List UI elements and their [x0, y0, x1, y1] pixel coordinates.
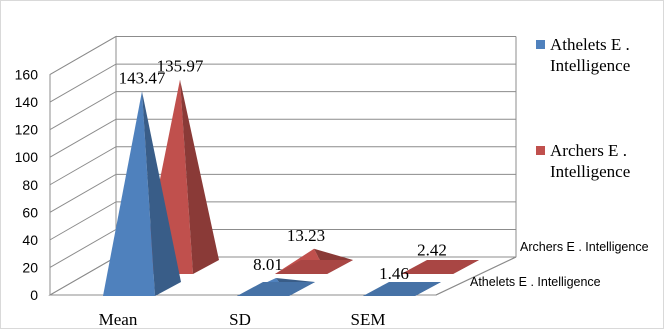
- gridline-60: [49, 173, 516, 213]
- pyramid-base: [401, 260, 479, 274]
- y-tick-label: 0: [30, 287, 38, 303]
- pyramid-side-face: [142, 91, 181, 296]
- data-label: 143.47: [119, 68, 166, 87]
- pyramid-front-face: [103, 91, 155, 296]
- gridline-40: [49, 201, 516, 241]
- gridline-100: [49, 118, 516, 158]
- gridline-120: [49, 91, 516, 131]
- legend-label: Intelligence: [550, 162, 630, 181]
- depth-axis-label: Archers E . Intelligence: [520, 240, 649, 254]
- gridline-80: [49, 146, 516, 186]
- legend-swatch: [536, 146, 545, 155]
- y-tick-label: 140: [15, 94, 39, 110]
- pyramid-athelets-sd: [237, 277, 315, 296]
- depth-axis-label: Athelets E . Intelligence: [470, 275, 601, 289]
- gridline-160: [49, 36, 516, 75]
- y-tick-label: 80: [22, 177, 38, 193]
- gridline-140: [49, 63, 516, 103]
- y-tick-label: 40: [22, 232, 38, 248]
- y-tick-label: 160: [15, 67, 39, 83]
- y-tick-label: 60: [22, 204, 38, 220]
- y-axis: 0 20 40 60 80 100 120 140 160: [15, 67, 39, 303]
- pyramid-base: [363, 282, 441, 296]
- pyramid-side-face: [180, 79, 219, 274]
- pyramid-archers-sem: [401, 260, 479, 274]
- pyramid-archers-sd: [275, 248, 353, 274]
- pyramid-base: [275, 260, 353, 274]
- pyramid-marks: [103, 79, 479, 296]
- depth-axis-line: [435, 256, 517, 296]
- data-label: 135.97: [157, 57, 204, 76]
- legend-swatch: [536, 40, 545, 49]
- depth-axis: Athelets E . Intelligence Archers E . Int…: [435, 240, 649, 296]
- legend-label: Athelets E .: [550, 35, 630, 54]
- data-labels: 135.97 13.23 2.42 143.47 8.01 1.46: [119, 57, 447, 283]
- x-tick-label: SEM: [351, 310, 386, 329]
- y-tick-label: 120: [15, 122, 39, 138]
- y-tick-label: 20: [22, 259, 38, 275]
- pyramid-athelets-mean: [103, 91, 181, 296]
- pyramid-athelets-sem: [363, 282, 441, 296]
- x-axis: Mean SD SEM: [99, 310, 386, 329]
- x-tick-label: Mean: [99, 310, 138, 329]
- data-label: 1.46: [379, 264, 409, 283]
- legend: Athelets E . Intelligence Archers E . Intel…: [536, 35, 630, 181]
- data-label: 2.42: [417, 241, 447, 260]
- legend-label: Intelligence: [550, 56, 630, 75]
- data-label: 13.23: [287, 226, 325, 245]
- pyramid-base: [237, 282, 315, 296]
- gridlines: [49, 36, 516, 296]
- y-tick-label: 100: [15, 149, 39, 165]
- data-label: 8.01: [253, 255, 283, 274]
- x-tick-label: SD: [229, 310, 251, 329]
- legend-label: Archers E .: [550, 141, 627, 160]
